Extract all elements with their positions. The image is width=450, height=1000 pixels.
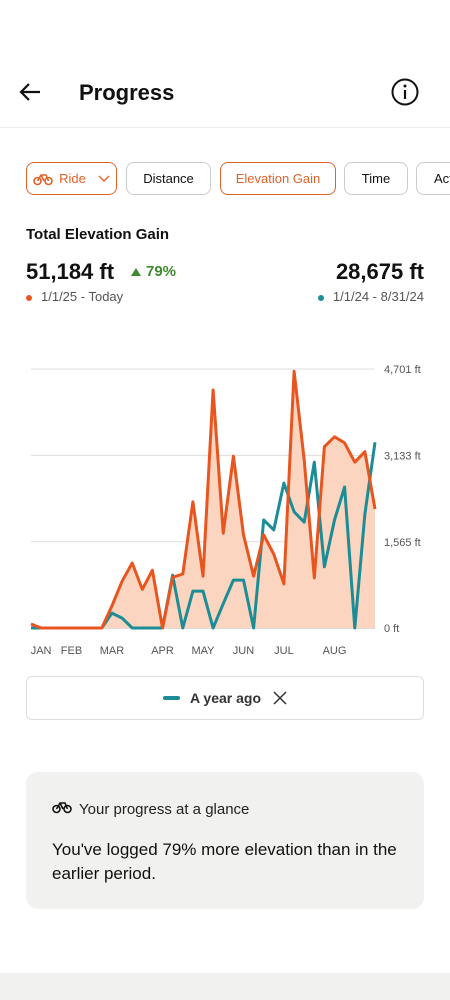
stats-title: Total Elevation Gain	[26, 226, 170, 243]
x-tick-label: JUN	[233, 645, 254, 657]
area	[31, 371, 375, 628]
period-label: 1/1/25 - Today	[41, 289, 124, 304]
card-title: Your progress at a glance	[79, 801, 250, 818]
current-value: 51,184 ft	[26, 259, 115, 284]
period-label: 1/1/24 - 8/31/24	[332, 289, 424, 304]
y-tick-label: 1,565 ft	[384, 537, 421, 549]
x-tick-label: MAR	[100, 645, 125, 657]
divider	[0, 127, 450, 128]
back-button[interactable]	[18, 80, 44, 106]
legend-dot	[317, 294, 324, 301]
bike-icon	[33, 173, 53, 185]
legend-swatch	[162, 696, 180, 700]
x-tick-label: JUL	[274, 645, 294, 657]
tab[interactable]: Distance	[126, 162, 211, 195]
y-tick-label: 3,133 ft	[384, 450, 421, 462]
legend-dot	[26, 294, 32, 301]
legend-label: A year ago	[189, 690, 262, 706]
chevron	[98, 175, 110, 182]
sport-tab[interactable]: Ride	[26, 162, 117, 195]
x-tick-label: MAY	[191, 645, 215, 657]
chart: 0 ft 1,565 ft 3,133 ft 4,701 ft JAN FEB MAR APR…	[30, 364, 421, 657]
tab-label: Elevation Gain	[235, 171, 321, 186]
bottom-bar	[0, 973, 450, 1000]
card-text: You've logged 79% more elevation than in…	[52, 840, 397, 883]
bike-icon	[52, 802, 72, 814]
y-tick-label: 0 ft	[384, 623, 399, 635]
y-tick-label: 4,701 ft	[384, 364, 421, 376]
info-button[interactable]	[390, 78, 420, 108]
current-period: 1/1/25 - Today	[26, 289, 123, 304]
line	[30, 369, 377, 630]
tab[interactable]: Elevation Gain	[220, 162, 336, 195]
tab-label: Distance	[143, 171, 194, 186]
x-tick-label: FEB	[61, 645, 82, 657]
up-triangle	[131, 268, 141, 276]
x-tick-label: APR	[151, 645, 174, 657]
tab-label: Time	[361, 171, 391, 186]
tab-label: Act	[434, 171, 450, 186]
close-icon[interactable]	[273, 691, 287, 705]
tab[interactable]: Act	[416, 162, 450, 195]
insight-card: Your progress at a glance You've logged …	[26, 772, 424, 909]
page-title: Progress	[79, 80, 175, 105]
previous-value: 28,675 ft	[335, 259, 424, 284]
change-value: 79%	[146, 263, 177, 280]
x-tick-label: JAN	[31, 645, 52, 657]
change: 79%	[131, 263, 176, 280]
previous-period: 1/1/24 - 8/31/24	[317, 289, 424, 304]
tab-label: Ride	[59, 171, 86, 186]
tab[interactable]: Time	[344, 162, 408, 195]
comparison-legend[interactable]: A year ago	[26, 676, 424, 720]
x-tick-label: AUG	[323, 645, 347, 657]
